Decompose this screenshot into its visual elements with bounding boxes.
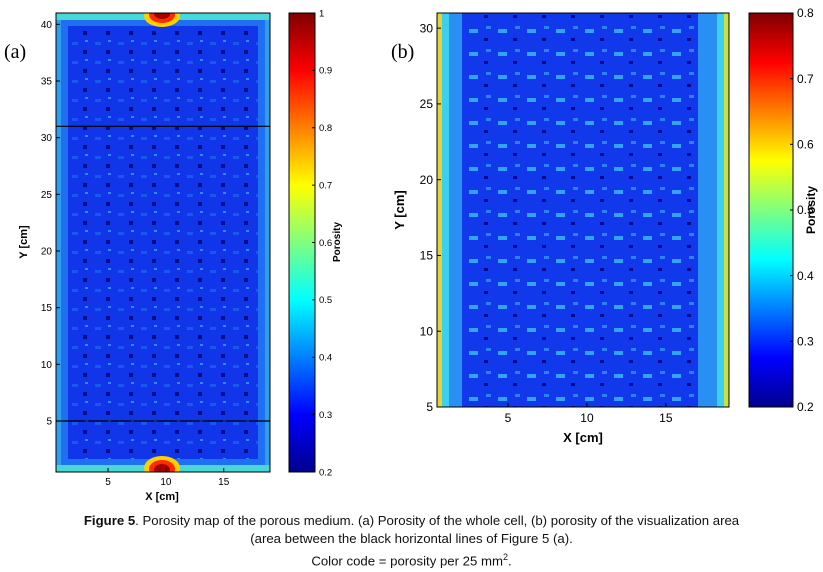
y-tick-label: 20: [41, 247, 53, 258]
panel-b-left-edge: [437, 13, 442, 407]
panel-b-colorbar-label: Porosity: [804, 186, 818, 234]
panel-b-texture: [462, 13, 698, 407]
y-tick-label: 15: [41, 303, 53, 314]
panel-a: (a) 5 10 15 5 10 15 20 25 30 35 40 X [cm] Y [cm]: [4, 8, 343, 503]
caption-line-3-end: .: [508, 553, 512, 569]
panel-a-colorbar: [288, 12, 316, 473]
caption-line-2: (area between the black horizontal lines…: [250, 531, 573, 546]
panel-a-heatmap: [56, 13, 270, 472]
caption-figure-label: Figure 5: [83, 513, 136, 528]
panel-a-xlabel: X [cm]: [145, 491, 179, 503]
caption-line-3: Color code = porosity per 25 mm2.: [0, 548, 823, 570]
colorbar-tick-label: 0.2: [319, 467, 332, 478]
y-tick-label: 30: [41, 133, 53, 144]
panel-b-colorbar-ticks: 0.2 0.3 0.4 0.5 0.6 0.7 0.8: [790, 6, 814, 414]
x-tick-label: 5: [105, 477, 111, 488]
y-tick-label: 40: [41, 20, 53, 31]
colorbar-tick-label: 1: [319, 8, 324, 19]
y-tick-label: 5: [426, 400, 433, 414]
colorbar-tick-label: 0.8: [319, 123, 332, 134]
panel-a-horizontal-lines: [56, 125, 270, 422]
panel-b-axes: 5 10 15 5 10 15 20 25 30: [420, 21, 673, 425]
colorbar-tick-label: 0.5: [319, 295, 332, 306]
panel-b-frame: [436, 12, 730, 408]
panel-a-texture: [68, 26, 258, 459]
colorbar-tick-label: 0.6: [319, 238, 332, 249]
x-tick-label: 15: [218, 477, 230, 488]
y-tick-label: 20: [420, 173, 434, 187]
colorbar-tick-label: 0.5: [797, 203, 814, 217]
y-tick-label: 25: [41, 190, 53, 201]
x-tick-label: 10: [160, 477, 172, 488]
colorbar-tick-label: 0.7: [319, 180, 332, 191]
colorbar-tick-label: 0.3: [319, 410, 332, 421]
panel-b-heatmap: [437, 13, 729, 407]
hotspot-bottom: [144, 456, 180, 472]
colorbar-tick-label: 0.4: [797, 269, 814, 283]
caption-line-3-text: Color code = porosity per 25 mm: [311, 553, 503, 569]
caption-superscript: 2: [502, 552, 508, 562]
panel-b-xlabel: X [cm]: [563, 430, 603, 445]
colorbar-tick-label: 0.6: [797, 138, 814, 152]
y-tick-label: 35: [41, 77, 53, 88]
colorbar-tick-label: 0.8: [797, 6, 814, 20]
panel-b-colorbar: [748, 12, 794, 408]
colorbar-tick-label: 0.2: [797, 400, 814, 414]
panel-a-ylabel: Y [cm]: [18, 225, 30, 259]
y-tick-label: 10: [420, 324, 434, 338]
colorbar-tick-label: 0.4: [319, 353, 332, 364]
colorbar-tick-label: 0.9: [319, 66, 332, 77]
y-tick-label: 30: [420, 21, 434, 35]
caption-line-1-text: . Porosity map of the porous medium. (a)…: [135, 513, 740, 528]
panel-a-colorbar-ticks: 0.2 0.3 0.4 0.5 0.6 0.7 0.8 0.9 1: [312, 8, 332, 478]
panel-a-frame: [55, 12, 271, 473]
x-tick-label: 15: [659, 411, 673, 425]
panel-b-right-edge: [724, 13, 729, 407]
panel-a-colorbar-label: Porosity: [332, 222, 343, 262]
y-tick-label: 10: [41, 360, 53, 371]
colorbar-tick-label: 0.7: [797, 72, 814, 86]
figure-caption: Figure 5. Porosity map of the porous med…: [0, 512, 823, 570]
panel-a-label: (a): [4, 41, 26, 63]
y-tick-label: 15: [420, 249, 434, 263]
hotspot-top: [144, 13, 180, 27]
x-tick-label: 5: [505, 411, 512, 425]
colorbar-tick-label: 0.3: [797, 335, 814, 349]
panel-a-axes: 5 10 15 5 10 15 20 25 30 35 40: [41, 20, 230, 488]
x-tick-label: 10: [580, 411, 594, 425]
panel-b-label: (b): [391, 41, 414, 63]
panel-b-ylabel: Y [cm]: [392, 190, 407, 230]
caption-line-1: Figure 5. Porosity map of the porous med…: [0, 512, 823, 530]
y-tick-label: 25: [420, 97, 434, 111]
y-tick-label: 5: [46, 417, 52, 428]
